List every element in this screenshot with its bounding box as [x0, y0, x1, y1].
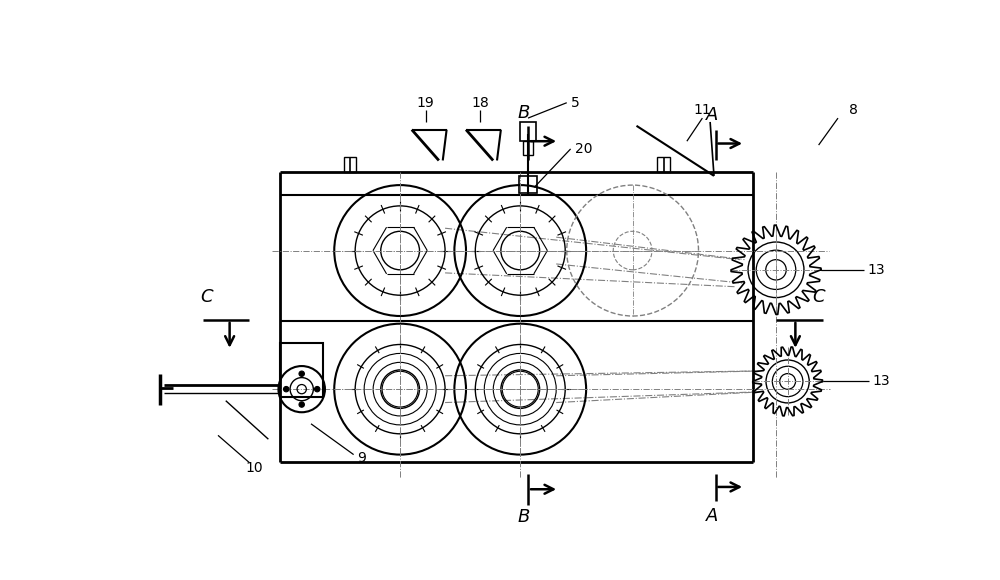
Text: B: B: [518, 104, 530, 122]
Bar: [523, 141, 533, 155]
Text: 20: 20: [574, 142, 592, 156]
Ellipse shape: [283, 386, 289, 392]
Text: 10: 10: [245, 462, 263, 476]
Text: A: A: [705, 507, 718, 525]
Bar: [280, 343, 323, 397]
Text: 9: 9: [358, 451, 366, 465]
Ellipse shape: [314, 386, 320, 392]
Ellipse shape: [299, 402, 304, 407]
Text: 8: 8: [849, 103, 858, 117]
Bar: [519, 176, 537, 193]
Bar: [520, 122, 536, 141]
Text: 11: 11: [694, 103, 711, 117]
Text: A: A: [705, 106, 718, 124]
Text: C: C: [200, 288, 213, 306]
Text: B: B: [518, 509, 530, 527]
Text: C: C: [812, 288, 825, 306]
Text: 13: 13: [867, 263, 885, 277]
Ellipse shape: [299, 371, 304, 376]
Bar: [657, 157, 670, 172]
Text: 13: 13: [873, 375, 891, 389]
Text: 5: 5: [571, 96, 579, 110]
Text: 18: 18: [471, 96, 489, 110]
Text: 19: 19: [417, 96, 435, 110]
Bar: [344, 157, 356, 172]
